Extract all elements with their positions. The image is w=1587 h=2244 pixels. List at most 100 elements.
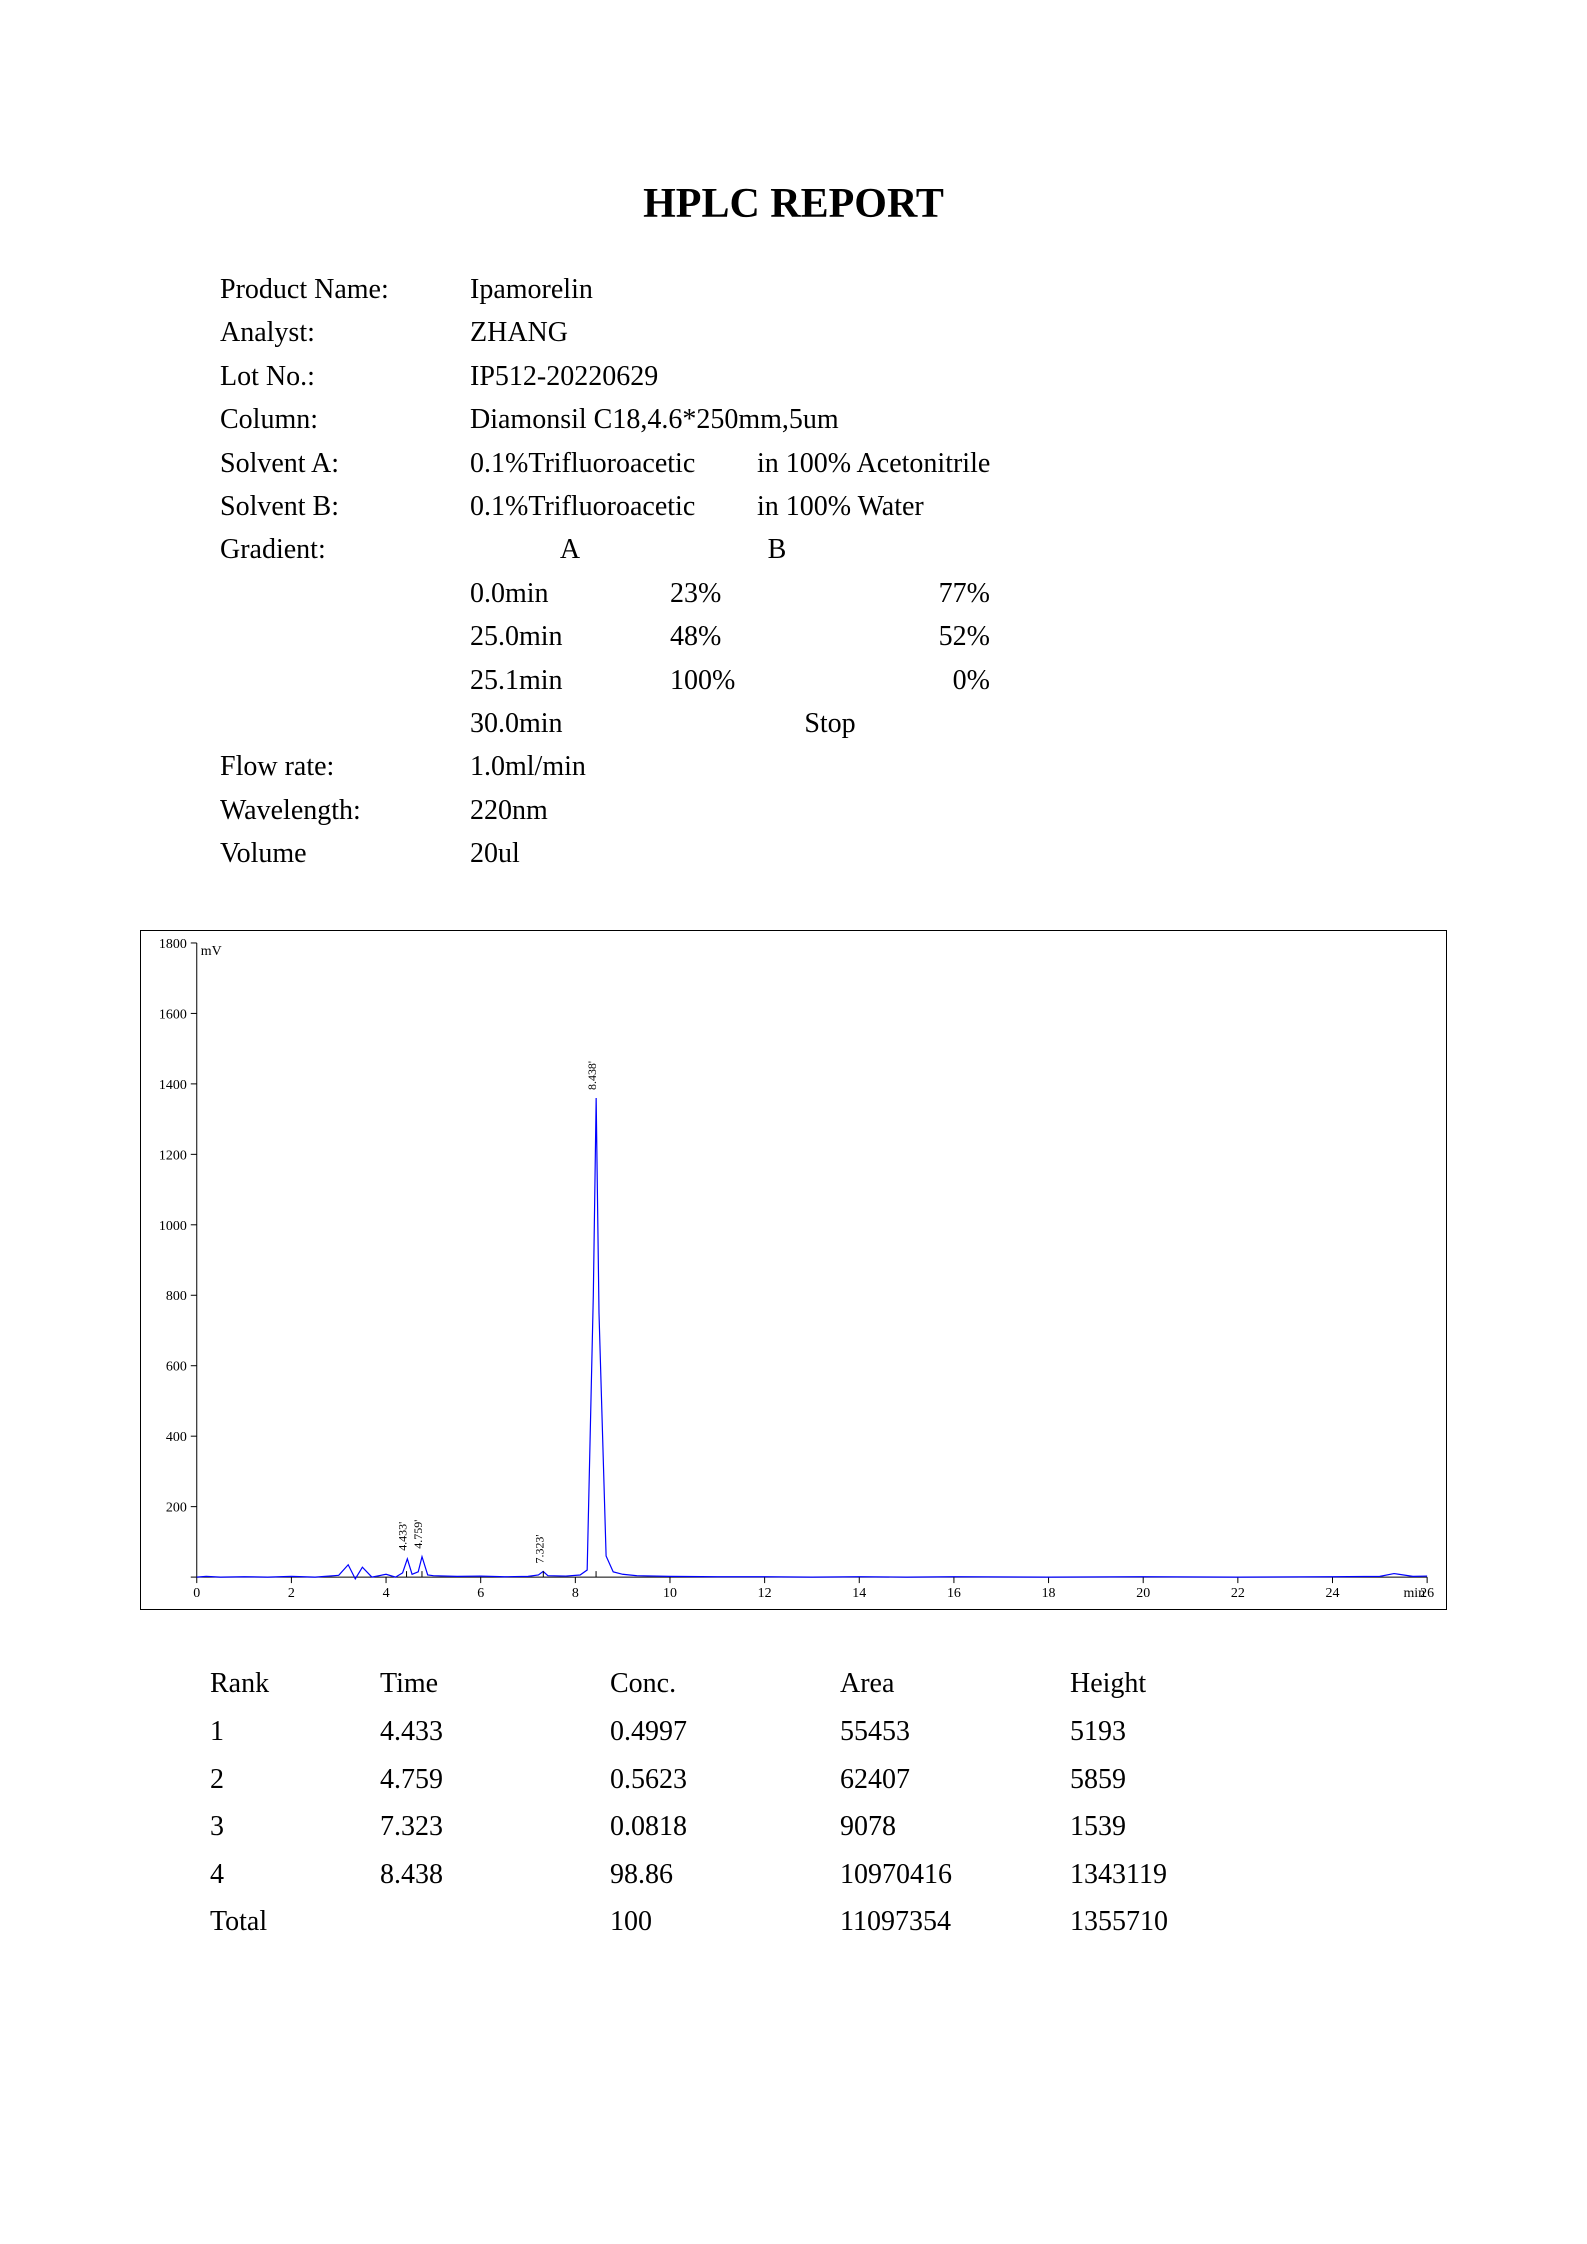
results-row: 24.7590.5623624075859 xyxy=(210,1756,1447,1804)
gradient-head-a: A xyxy=(470,528,670,571)
chromatogram: 2004006008001000120014001600180002468101… xyxy=(140,930,1447,1610)
cell-height: 1343119 xyxy=(1070,1851,1270,1899)
metadata-block: Product Name: Ipamorelin Analyst: ZHANG … xyxy=(220,268,1447,572)
meta-value: 1.0ml/min xyxy=(470,745,1170,788)
gradient-stop-row: 30.0minStop xyxy=(470,702,1447,745)
col-height: Height xyxy=(1070,1660,1270,1708)
gradient-row: 25.0min48%52% xyxy=(470,615,1447,658)
svg-text:20: 20 xyxy=(1136,1587,1150,1602)
cell-height: 5859 xyxy=(1070,1756,1270,1804)
results-row: 14.4330.4997554535193 xyxy=(210,1708,1447,1756)
meta-value: 0.1%Trifluoroacetic in 100% Acetonitrile xyxy=(470,442,1170,485)
grad-a: 23% xyxy=(670,572,840,615)
cell-time xyxy=(380,1898,610,1946)
cell-rank: 4 xyxy=(210,1851,380,1899)
cell-height: 5193 xyxy=(1070,1708,1270,1756)
gradient-row: 25.1min100%0% xyxy=(470,659,1447,702)
meta-label: Wavelength: xyxy=(220,789,470,832)
svg-text:18: 18 xyxy=(1042,1587,1056,1602)
results-row: 37.3230.081890781539 xyxy=(210,1803,1447,1851)
grad-stop: Stop xyxy=(670,702,990,745)
svg-text:4.433': 4.433' xyxy=(396,1522,410,1551)
col-conc: Conc. xyxy=(610,1660,840,1708)
gradient-row: 0.0min23%77% xyxy=(470,572,1447,615)
svg-text:1400: 1400 xyxy=(159,1078,187,1093)
meta-wavelength: Wavelength: 220nm xyxy=(220,789,1447,832)
meta-value-part: in 100% Acetonitrile xyxy=(757,442,990,485)
cell-area: 9078 xyxy=(840,1803,1070,1851)
cell-conc: 98.86 xyxy=(610,1851,840,1899)
svg-text:24: 24 xyxy=(1326,1587,1340,1602)
svg-text:14: 14 xyxy=(852,1587,866,1602)
chart-frame: 2004006008001000120014001600180002468101… xyxy=(140,930,1447,1610)
svg-text:1200: 1200 xyxy=(159,1149,187,1164)
grad-a: 100% xyxy=(670,659,840,702)
svg-text:4.759': 4.759' xyxy=(411,1520,425,1549)
meta-label: Lot No.: xyxy=(220,355,470,398)
results-row: 48.43898.86109704161343119 xyxy=(210,1851,1447,1899)
meta-value-part: 0.1%Trifluoroacetic xyxy=(470,485,750,528)
meta-analyst: Analyst: ZHANG xyxy=(220,311,1447,354)
svg-text:600: 600 xyxy=(166,1360,187,1375)
results-header: Rank Time Conc. Area Height xyxy=(210,1660,1447,1708)
svg-text:0: 0 xyxy=(193,1587,200,1602)
meta-flow: Flow rate: 1.0ml/min xyxy=(220,745,1447,788)
meta-label: Volume xyxy=(220,832,470,875)
svg-text:2: 2 xyxy=(288,1587,295,1602)
svg-text:4: 4 xyxy=(383,1587,390,1602)
meta-column: Column: Diamonsil C18,4.6*250mm,5um xyxy=(220,398,1447,441)
results-total: Total 100 11097354 1355710 xyxy=(210,1898,1447,1946)
svg-text:1800: 1800 xyxy=(159,937,187,952)
meta-value-part: in 100% Water xyxy=(757,485,924,528)
meta-value-part: 0.1%Trifluoroacetic xyxy=(470,442,750,485)
grad-b: 52% xyxy=(840,615,990,658)
meta-label: Column: xyxy=(220,398,470,441)
grad-time: 0.0min xyxy=(470,572,670,615)
meta-label: Product Name: xyxy=(220,268,470,311)
cell-rank: 2 xyxy=(210,1756,380,1804)
cell-time: 7.323 xyxy=(380,1803,610,1851)
svg-text:200: 200 xyxy=(166,1501,187,1516)
grad-b: 77% xyxy=(840,572,990,615)
meta-gradient: Gradient: A B xyxy=(220,528,1447,571)
meta-label: Solvent A: xyxy=(220,442,470,485)
svg-text:mV: mV xyxy=(201,944,222,959)
meta-label: Solvent B: xyxy=(220,485,470,528)
svg-text:min: min xyxy=(1403,1587,1425,1602)
meta-label: Flow rate: xyxy=(220,745,470,788)
cell-conc: 0.4997 xyxy=(610,1708,840,1756)
grad-a: 48% xyxy=(670,615,840,658)
cell-time: 8.438 xyxy=(380,1851,610,1899)
cell-time: 4.759 xyxy=(380,1756,610,1804)
chart-svg: 2004006008001000120014001600180002468101… xyxy=(141,931,1446,1609)
grad-time: 25.1min xyxy=(470,659,670,702)
cell-rank: 1 xyxy=(210,1708,380,1756)
svg-text:22: 22 xyxy=(1231,1587,1245,1602)
svg-text:7.323': 7.323' xyxy=(532,1535,546,1564)
results-table: Rank Time Conc. Area Height 14.4330.4997… xyxy=(210,1660,1447,1946)
meta-value: 20ul xyxy=(470,832,1170,875)
meta-volume: Volume 20ul xyxy=(220,832,1447,875)
svg-text:16: 16 xyxy=(947,1587,961,1602)
svg-text:6: 6 xyxy=(477,1587,484,1602)
svg-text:12: 12 xyxy=(758,1587,772,1602)
cell-area: 55453 xyxy=(840,1708,1070,1756)
meta-product-name: Product Name: Ipamorelin xyxy=(220,268,1447,311)
gradient-header: A B xyxy=(470,528,1170,571)
cell-rank: Total xyxy=(210,1898,380,1946)
cell-height: 1539 xyxy=(1070,1803,1270,1851)
gradient-head-b: B xyxy=(677,528,877,571)
meta-label: Analyst: xyxy=(220,311,470,354)
svg-text:1000: 1000 xyxy=(159,1219,187,1234)
col-area: Area xyxy=(840,1660,1070,1708)
grad-b: 0% xyxy=(840,659,990,702)
svg-text:10: 10 xyxy=(663,1587,677,1602)
meta-solvent-b: Solvent B: 0.1%Trifluoroacetic in 100% W… xyxy=(220,485,1447,528)
cell-area: 62407 xyxy=(840,1756,1070,1804)
meta-lot: Lot No.: IP512-20220629 xyxy=(220,355,1447,398)
svg-text:800: 800 xyxy=(166,1290,187,1305)
cell-conc: 0.5623 xyxy=(610,1756,840,1804)
col-time: Time xyxy=(380,1660,610,1708)
gradient-table: 0.0min23%77%25.0min48%52%25.1min100%0%30… xyxy=(470,572,1447,746)
cell-time: 4.433 xyxy=(380,1708,610,1756)
